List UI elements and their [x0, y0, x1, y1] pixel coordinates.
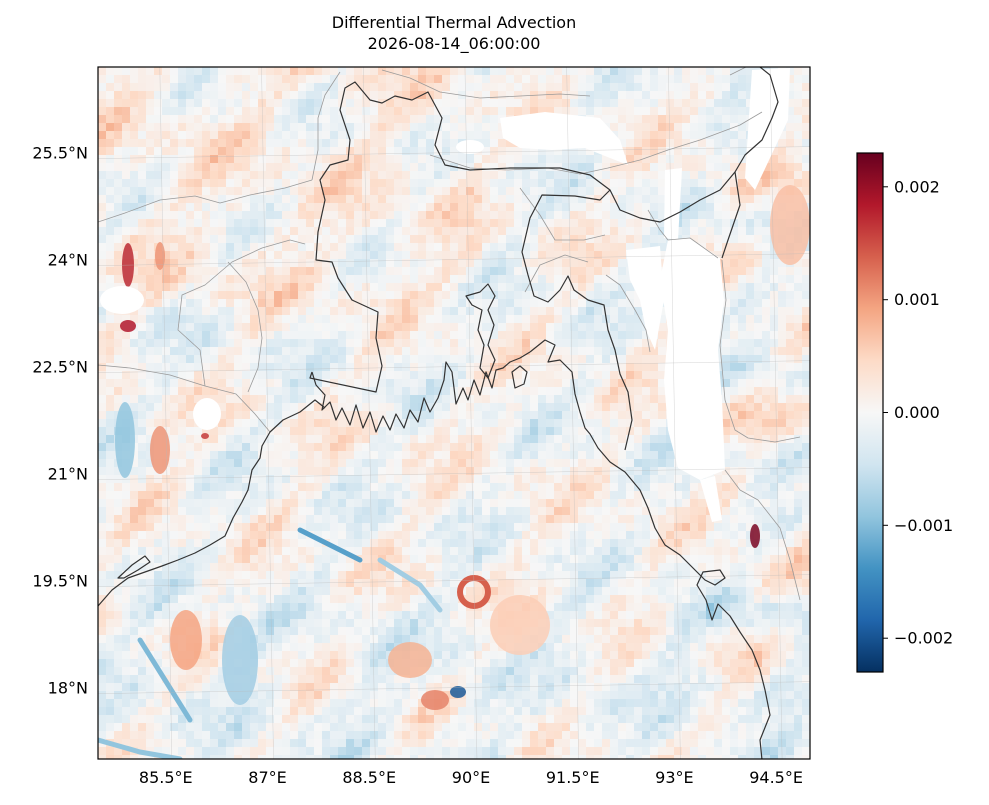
lon-tick-label: 93°E: [655, 768, 693, 787]
lon-tick-label: 87°E: [248, 768, 286, 787]
parallel-gridline: [98, 360, 810, 373]
lat-tick-label: 19.5°N: [32, 572, 88, 591]
colorbar-gradient: [857, 153, 883, 672]
parallel-gridline: [98, 681, 810, 694]
border-nagaland-manipur: [647, 209, 719, 259]
lat-tick-label: 24°N: [48, 251, 88, 270]
mask-himalaya-north: [500, 112, 628, 165]
border-tripura: [524, 254, 589, 293]
border-bangladesh-india: [309, 81, 633, 451]
coastline-sundarbans: [311, 351, 531, 433]
lon-tick-label: 85.5°E: [139, 768, 193, 787]
mask-plateau-mid: [193, 398, 221, 430]
colorbar-tick: 0.000: [883, 403, 940, 422]
lat-tick-label: 18°N: [48, 679, 88, 698]
border-jharkhand-westbengal: [177, 239, 306, 387]
border-myanmar-south: [724, 469, 801, 601]
coastline-meghna-islands: [465, 283, 496, 379]
colorbar-tick: 0.001: [883, 290, 940, 309]
colorbar-tick-label: 0.002: [894, 177, 940, 196]
map-frame: [97, 66, 811, 760]
border-myanmar-chin: [721, 171, 741, 259]
figure-subtitle: 2026-08-14_06:00:00: [367, 34, 541, 53]
parallel-gridline: [98, 146, 810, 159]
lat-tick-label: 21°N: [48, 465, 88, 484]
border-meghalaya-east: [519, 187, 606, 241]
parallel-gridline: [98, 574, 810, 587]
mask-north-spot: [456, 140, 484, 154]
border-india-myanmar: [609, 67, 779, 223]
colorbar-ticks: 0.002 0.001 0.000 −0.001 −0.002: [883, 177, 953, 648]
mask-plateau-west: [100, 286, 144, 314]
map-gridlines: [98, 67, 810, 759]
meridian-gridline: [464, 67, 478, 759]
lon-tick-label: 88.5°E: [342, 768, 396, 787]
coastline-chittagong-myanmar: [529, 339, 771, 759]
colorbar-tick: −0.002: [883, 629, 953, 648]
colorbar-tick-label: 0.000: [894, 403, 940, 422]
figure-title-block: Differential Thermal Advection 2026-08-1…: [98, 12, 810, 54]
colorbar-tick: −0.001: [883, 516, 953, 535]
lat-tick-label: 22.5°N: [32, 358, 88, 377]
mask-arakan-south: [700, 476, 722, 522]
border-mizoram: [605, 274, 651, 353]
country-borders-coastline: [98, 67, 779, 759]
figure-title: Differential Thermal Advection: [331, 13, 577, 32]
meridian-gridline: [159, 67, 173, 759]
meridian-gridline: [261, 67, 274, 759]
coastline-east-india: [98, 399, 326, 607]
colorbar-tick-label: −0.001: [894, 516, 953, 535]
coastline-bhola: [511, 365, 528, 389]
meridian-gridline: [769, 67, 783, 759]
meridian-gridline: [566, 67, 579, 759]
mask-eastern-ridge: [664, 168, 682, 240]
border-sikkim-bhutan: [311, 69, 591, 181]
meridian-gridline: [668, 67, 681, 759]
lat-tick-label: 25.5°N: [32, 144, 88, 163]
mask-manipur-hills: [660, 238, 725, 480]
colorbar-tick-label: −0.002: [894, 629, 953, 648]
latitude-tick-labels: 25.5°N 24°N 22.5°N 21°N 19.5°N 18°N: [32, 144, 88, 698]
lon-tick-label: 91.5°E: [546, 768, 600, 787]
lon-tick-label: 90°E: [452, 768, 490, 787]
longitude-tick-labels: 85.5°E 87°E 88.5°E 90°E 91.5°E 93°E 94.5…: [139, 768, 803, 787]
parallel-gridline: [98, 253, 810, 266]
mask-mizoram-hills: [626, 246, 664, 350]
colorbar: 0.002 0.001 0.000 −0.001 −0.002: [856, 152, 953, 673]
colorbar-tick: 0.002: [883, 177, 940, 196]
colorbar-tick-label: 0.001: [894, 290, 940, 309]
border-jharkhand-bihar: [98, 179, 313, 223]
border-inner-westbengal: [227, 261, 263, 393]
map-panel: [98, 67, 810, 759]
parallel-gridline: [98, 467, 810, 480]
coastline-chilika: [117, 555, 151, 579]
masked-areas: [100, 68, 790, 522]
lon-tick-label: 94.5°E: [749, 768, 803, 787]
